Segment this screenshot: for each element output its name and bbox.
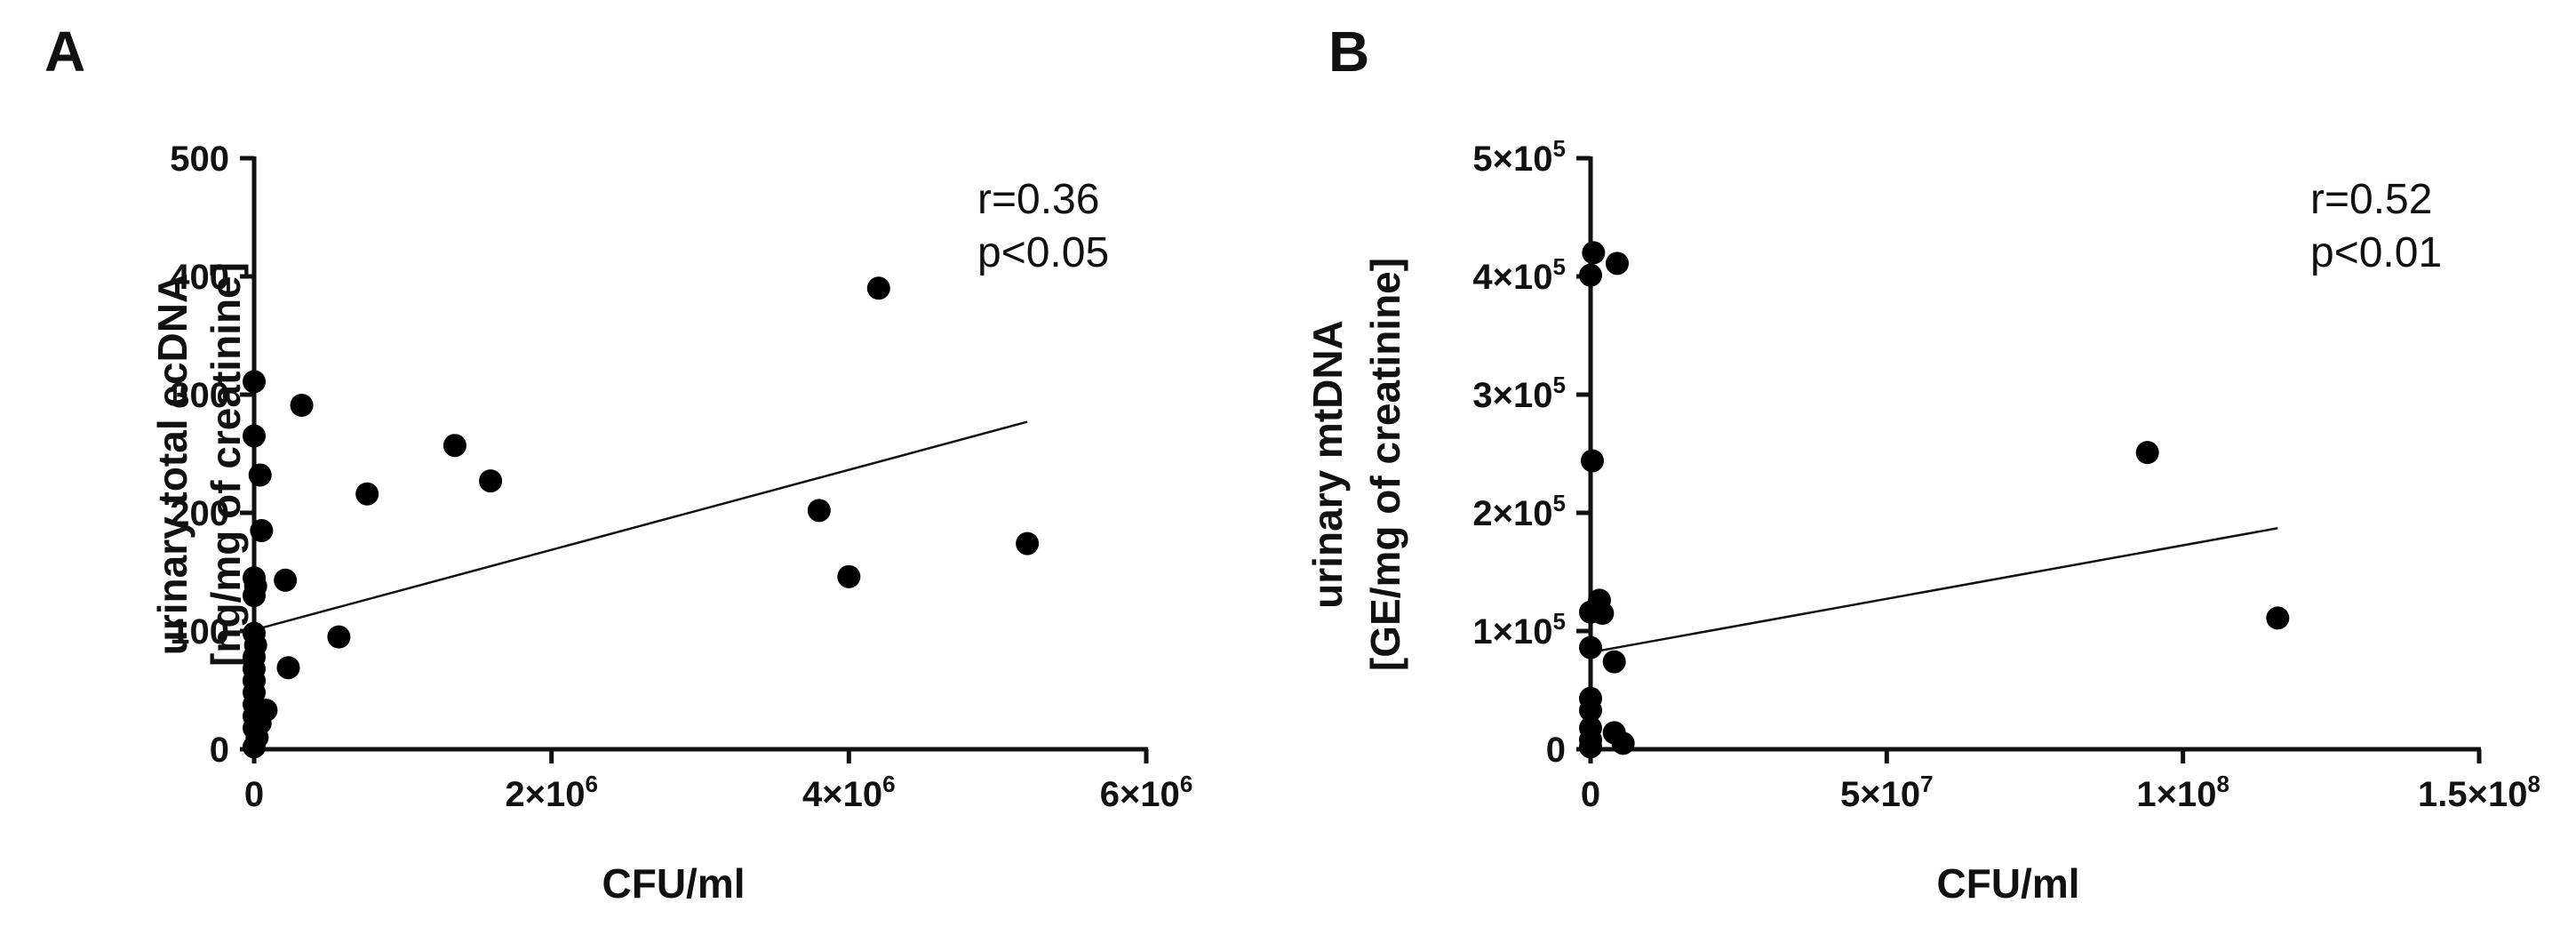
y-tick-label-mantissa: 5×10 (1472, 140, 1552, 179)
x-tick-label: 1.5×108 (2418, 771, 2540, 814)
data-point (327, 625, 351, 649)
data-point (254, 699, 278, 723)
y-tick-label: 500 (170, 140, 229, 179)
y-tick-label-mantissa: 4×10 (1472, 258, 1552, 297)
x-tick-label: 0 (244, 775, 264, 814)
y-tick-label: 100 (170, 612, 229, 651)
panel-letter: B (1328, 20, 1369, 84)
regression-line (253, 420, 1028, 631)
x-tick-label: 4×106 (802, 771, 896, 814)
data-point (443, 434, 467, 458)
x-axis-title: CFU/ml (1937, 860, 2080, 907)
data-point (1606, 252, 1629, 276)
p-value: p<0.01 (2310, 229, 2442, 276)
x-tick-label-mantissa: 2×10 (505, 775, 585, 814)
y-tick-label-mantissa: 1×10 (1472, 612, 1552, 651)
data-point (1581, 449, 1604, 473)
x-tick-label-exponent: 6 (585, 771, 597, 797)
data-point (2135, 441, 2159, 465)
data-point (479, 469, 503, 493)
x-tick-label-mantissa: 4×10 (802, 775, 882, 814)
x-tick-label-mantissa: 1×10 (2136, 775, 2216, 814)
x-tick-label: 5×107 (1840, 771, 1934, 814)
y-tick-label-mantissa: 2×10 (1472, 494, 1552, 533)
data-point (290, 393, 314, 417)
data-point (866, 276, 890, 300)
y-tick-label: 5×105 (1472, 135, 1566, 179)
y-axis-title-line-1: urinary total ecDNA (149, 274, 195, 655)
data-point (1579, 600, 1602, 624)
y-tick-label: 2×105 (1472, 490, 1566, 533)
y-tick-label-mantissa: 0 (1546, 731, 1566, 770)
y-tick-label: 400 (170, 258, 229, 297)
data-point (837, 564, 861, 588)
data-point (355, 482, 379, 506)
x-tick-label-exponent: 8 (2216, 771, 2229, 797)
data-point (243, 370, 266, 394)
y-tick-label: 1×105 (1472, 608, 1566, 651)
y-tick-label-mantissa: 300 (170, 376, 229, 415)
y-tick-label-mantissa: 500 (170, 140, 229, 179)
y-tick-label: 200 (170, 494, 229, 533)
x-tick-label: 1×108 (2136, 771, 2229, 814)
data-point (243, 584, 266, 608)
x-tick-label-exponent: 8 (2528, 771, 2540, 797)
y-tick-label: 4×105 (1472, 253, 1566, 297)
x-tick-label-exponent: 6 (882, 771, 895, 797)
x-tick-label-mantissa: 0 (1581, 775, 1600, 814)
y-tick-label-mantissa: 200 (170, 494, 229, 533)
data-point (276, 656, 300, 680)
y-tick-label-exponent: 5 (1553, 372, 1566, 398)
regression-line (1590, 527, 2278, 654)
data-point (807, 499, 831, 523)
x-tick-label: 2×106 (505, 771, 598, 814)
y-tick-label: 300 (170, 376, 229, 415)
y-axis-title-line-1: urinary mtDNA (1304, 320, 1351, 609)
x-tick-label-exponent: 6 (1180, 771, 1192, 797)
data-point (1579, 263, 1602, 287)
x-axis-title: CFU/ml (602, 860, 746, 907)
y-tick-label-exponent: 5 (1553, 253, 1566, 280)
data-point (1582, 241, 1606, 265)
x-tick-label-mantissa: 1.5×10 (2418, 775, 2527, 814)
data-point (1602, 650, 1626, 674)
p-value: p<0.05 (977, 229, 1109, 276)
data-point (274, 568, 298, 592)
data-point (2266, 606, 2290, 630)
y-tick-label-exponent: 5 (1553, 490, 1566, 516)
y-tick-label: 3×105 (1472, 372, 1566, 415)
y-axis-title-line-2: [ng/mg of creatinine] (203, 262, 249, 667)
data-point (1579, 699, 1602, 723)
data-point (1016, 531, 1040, 555)
correlation-r: r=0.36 (977, 176, 1099, 223)
x-tick-label-mantissa: 0 (244, 775, 264, 814)
data-point (1579, 735, 1602, 759)
x-tick-label: 6×106 (1100, 771, 1193, 814)
x-tick-label-exponent: 7 (1920, 771, 1933, 797)
x-tick-label: 0 (1581, 775, 1600, 814)
y-tick-label-mantissa: 0 (210, 731, 229, 770)
y-tick-label-mantissa: 100 (170, 612, 229, 651)
x-tick-label-mantissa: 6×10 (1100, 775, 1180, 814)
data-point (1579, 635, 1602, 659)
data-point (250, 518, 274, 542)
x-tick-label-mantissa: 5×10 (1840, 775, 1920, 814)
data-point (248, 463, 272, 487)
y-tick-label-exponent: 5 (1553, 608, 1566, 635)
correlation-r: r=0.52 (2310, 176, 2432, 223)
y-tick-label-mantissa: 3×10 (1472, 376, 1552, 415)
data-point (1611, 731, 1635, 755)
y-tick-label-mantissa: 400 (170, 258, 229, 297)
y-tick-label-exponent: 5 (1553, 135, 1566, 162)
y-axis-title-line-2: [GE/mg of creatinine] (1362, 258, 1408, 671)
y-tick-label: 0 (1546, 731, 1566, 770)
data-point (243, 424, 266, 448)
panel-a: A0 2×106 4×106 6×1060100200300400500CFU/mlu… (44, 20, 1192, 907)
panel-b: B0 5×107 1×108 1.5×10801×1052×1053×1054×105… (1304, 20, 2540, 907)
y-tick-label: 0 (210, 731, 229, 770)
panel-letter: A (44, 20, 85, 84)
